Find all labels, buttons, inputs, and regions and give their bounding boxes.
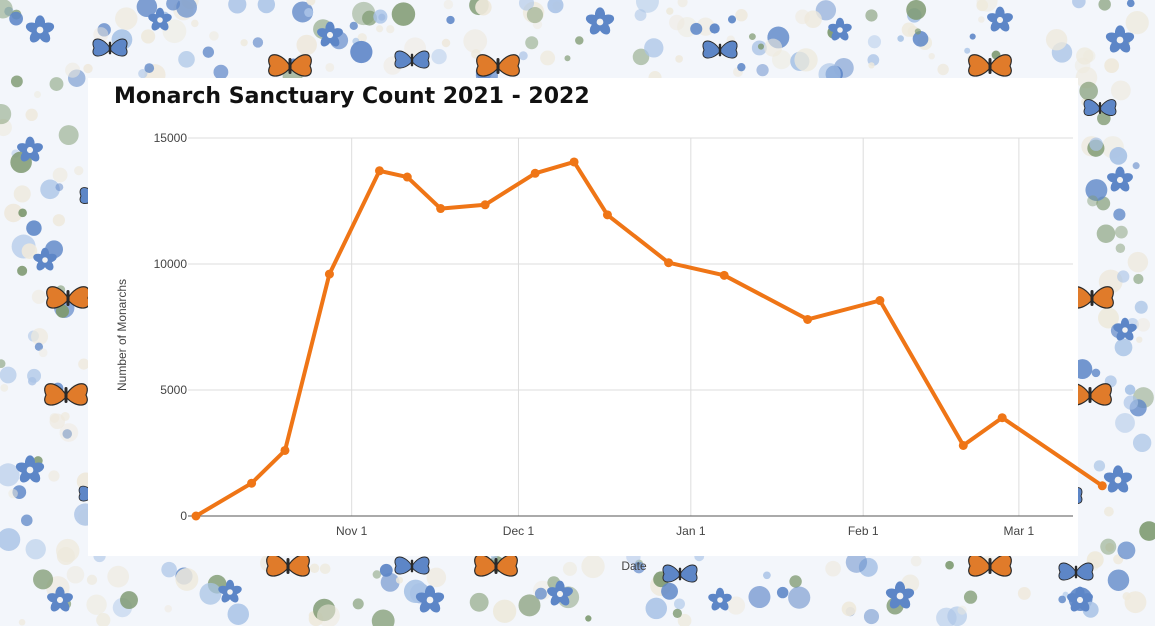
flower-icon: [317, 21, 343, 47]
gridlines: [188, 137, 1073, 516]
data-points: [191, 157, 1107, 521]
flower-icon: [828, 17, 852, 41]
data-point: [402, 172, 412, 182]
flower-icon: [33, 247, 57, 271]
monarch-butterfly-icon: [474, 554, 518, 577]
x-tick-label: Dec 1: [503, 524, 535, 538]
blue-butterfly-icon: [702, 40, 738, 59]
flower-icon: [17, 136, 43, 162]
x-tick-label: Jan 1: [676, 524, 706, 538]
y-tick-label: 0: [180, 509, 187, 523]
data-point: [191, 511, 201, 521]
flower-icon: [1113, 317, 1137, 341]
data-point: [602, 210, 612, 220]
x-tick-label: Nov 1: [336, 524, 368, 538]
flower-icon: [218, 579, 242, 603]
monarch-butterfly-icon: [268, 54, 312, 77]
blue-butterfly-icon: [394, 556, 430, 575]
data-point: [958, 440, 968, 450]
data-point: [480, 200, 490, 210]
flower-icon: [1103, 465, 1133, 493]
monarch-butterfly-icon: [46, 286, 90, 309]
x-tick-label: Feb 1: [848, 524, 879, 538]
data-point: [569, 157, 579, 167]
flower-icon: [1107, 166, 1133, 192]
flower-icon: [148, 7, 172, 31]
y-tick-label: 5000: [160, 383, 187, 397]
flower-icon: [415, 585, 445, 613]
monarch-butterfly-icon: [968, 54, 1012, 77]
data-point: [324, 269, 334, 279]
blue-butterfly-icon: [662, 564, 698, 583]
flower-icon: [708, 587, 732, 611]
y-axis-title: Number of Monarchs: [115, 279, 129, 391]
data-point: [280, 445, 290, 455]
tick-labels: 0 5000 10000 15000 Nov 1 Dec 1 Jan 1 Feb 1 Mar 1: [154, 131, 1035, 538]
flower-icon: [547, 580, 573, 606]
monarch-butterfly-icon: [476, 54, 520, 77]
series-line: [194, 159, 1105, 518]
data-point: [875, 296, 885, 306]
monarch-butterfly-icon: [44, 383, 88, 406]
flower-icon: [1067, 586, 1093, 612]
y-tick-label: 15000: [154, 131, 188, 145]
flower-icon: [585, 7, 615, 35]
data-point: [997, 413, 1007, 423]
data-point: [374, 166, 384, 176]
data-point: [664, 258, 674, 268]
chart-title: Monarch Sanctuary Count 2021 - 2022: [114, 84, 590, 109]
data-point: [530, 168, 540, 178]
flower-icon: [25, 15, 55, 43]
blue-butterfly-icon: [1083, 99, 1117, 116]
series-polyline: [194, 159, 1105, 518]
flower-icon: [47, 586, 73, 612]
blue-butterfly-icon: [92, 38, 128, 57]
blue-butterfly-icon: [394, 50, 430, 69]
flower-icon: [15, 455, 45, 483]
monarch-butterfly-icon: [266, 554, 310, 577]
x-axis-title: Date: [621, 559, 647, 573]
flower-icon: [885, 581, 915, 609]
y-tick-label: 10000: [154, 257, 188, 271]
blue-butterfly-icon: [1058, 562, 1094, 581]
data-point: [803, 314, 813, 324]
flower-icon: [987, 6, 1013, 32]
data-point: [436, 204, 446, 214]
data-point: [1097, 481, 1107, 491]
flower-icon: [1105, 25, 1135, 53]
data-point: [247, 478, 257, 488]
x-tick-label: Mar 1: [1004, 524, 1035, 538]
chart-panel: [88, 78, 1078, 556]
monarch-butterfly-icon: [968, 554, 1012, 577]
data-point: [719, 270, 729, 280]
